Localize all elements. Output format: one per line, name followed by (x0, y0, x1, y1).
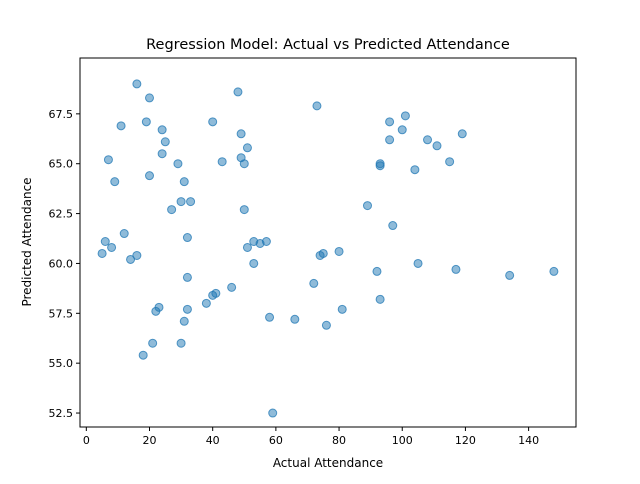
data-point (160, 137, 170, 147)
data-point (182, 304, 192, 314)
y-tick-label: 65.0 (49, 158, 74, 171)
data-point (201, 298, 211, 308)
data-point (261, 237, 271, 247)
chart-title: Regression Model: Actual vs Predicted At… (146, 37, 510, 53)
data-point (318, 248, 328, 258)
data-point (290, 314, 300, 324)
data-point (385, 117, 395, 127)
data-point (457, 129, 467, 139)
y-tick-label: 60.0 (49, 257, 74, 270)
data-point (372, 266, 382, 276)
data-point (211, 288, 221, 298)
data-point (100, 237, 110, 247)
data-point (132, 250, 142, 260)
data-point (445, 157, 455, 167)
data-point (126, 254, 136, 264)
x-tick-label: 20 (143, 434, 157, 447)
x-tick-label: 120 (455, 434, 476, 447)
data-point (312, 101, 322, 111)
data-point (375, 294, 385, 304)
data-point (182, 233, 192, 243)
x-tick-label: 80 (332, 434, 346, 447)
data-point (103, 155, 113, 165)
data-point (242, 242, 252, 252)
data-point (265, 312, 275, 322)
data-point (505, 270, 515, 280)
y-axis-label: Predicted Attendance (20, 177, 34, 306)
data-point (385, 135, 395, 145)
y-tick-label: 55.0 (49, 357, 74, 370)
data-point (132, 79, 142, 89)
data-point (239, 159, 249, 169)
x-tick-label: 60 (269, 434, 283, 447)
data-point (157, 125, 167, 135)
data-point (321, 320, 331, 330)
data-point (208, 117, 218, 127)
data-point (249, 258, 259, 268)
data-point (173, 159, 183, 169)
data-point (236, 129, 246, 139)
data-point (309, 278, 319, 288)
data-point (233, 87, 243, 97)
y-axis-ticks: 52.5 55.0 57.5 60.0 62.5 65.0 67.5 (49, 108, 80, 420)
x-axis-ticks: 0 20 40 60 80 100 120 140 (83, 427, 539, 447)
data-point (97, 248, 107, 258)
data-point (388, 221, 398, 231)
data-point (239, 205, 249, 215)
data-point (242, 143, 252, 153)
data-point (217, 157, 227, 167)
data-point (410, 165, 420, 175)
data-point (179, 316, 189, 326)
data-point (182, 272, 192, 282)
data-point (167, 205, 177, 215)
data-point (268, 408, 278, 418)
data-point (334, 246, 344, 256)
x-tick-label: 40 (206, 434, 220, 447)
data-point (116, 121, 126, 131)
data-point (157, 149, 167, 159)
data-point (119, 229, 129, 239)
x-tick-label: 100 (392, 434, 413, 447)
data-point (413, 258, 423, 268)
x-axis-label: Actual Attendance (273, 456, 383, 470)
data-points (97, 79, 559, 418)
data-point (227, 282, 237, 292)
data-point (151, 306, 161, 316)
data-point (375, 161, 385, 171)
y-tick-label: 57.5 (49, 307, 74, 320)
data-point (362, 201, 372, 211)
data-point (145, 93, 155, 103)
data-point (176, 197, 186, 207)
data-point (107, 242, 117, 252)
y-tick-label: 62.5 (49, 208, 74, 221)
data-point (549, 266, 559, 276)
data-point (138, 350, 148, 360)
x-tick-label: 0 (83, 434, 90, 447)
y-tick-label: 52.5 (49, 407, 74, 420)
y-tick-label: 67.5 (49, 108, 74, 121)
data-point (451, 264, 461, 274)
data-point (145, 171, 155, 181)
data-point (337, 304, 347, 314)
plot-frame (79, 57, 577, 428)
data-point (176, 338, 186, 348)
x-tick-label: 140 (518, 434, 539, 447)
data-point (148, 338, 158, 348)
data-point (110, 177, 120, 187)
data-point (400, 111, 410, 121)
data-point (186, 197, 196, 207)
data-point (423, 135, 433, 145)
data-point (141, 117, 151, 127)
data-point (179, 177, 189, 187)
data-point (432, 141, 442, 151)
data-point (397, 125, 407, 135)
